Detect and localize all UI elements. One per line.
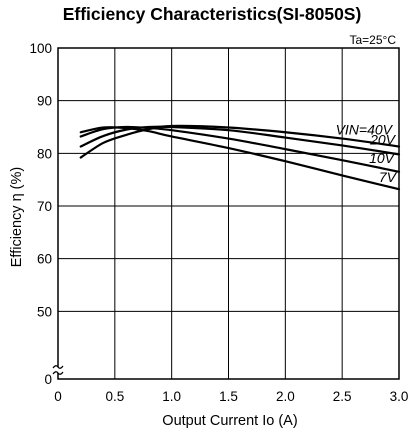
y-tick-label: 70 [37,199,52,214]
series-label: 20V [369,131,397,147]
x-tick-label: 3.0 [390,389,409,404]
x-tick-label: 0.5 [105,389,124,404]
y-axis-label: Efficiency η (%) [9,167,25,267]
series-curves [79,124,401,191]
chart-title: Efficiency Characteristics(SI-8050S) [63,4,362,24]
x-axis-label: Output Current Io (A) [162,413,297,429]
series-label: 7V [379,169,398,185]
axis-break-marker [52,365,64,375]
grid [58,48,399,379]
y-tick-label: 80 [37,146,52,161]
series-label: 10V [369,150,396,166]
x-tick-label: 1.5 [219,389,238,404]
y-tick-label: 100 [29,41,52,56]
y-tick-label: 60 [37,252,52,267]
axis-break-stroke [52,371,64,375]
y-tick-label: 0 [44,372,52,387]
temperature-condition: Ta=25°C [350,33,397,47]
plot-frame [57,47,400,380]
x-tick-label: 1.0 [162,389,181,404]
x-tick-label: 2.5 [333,389,352,404]
x-tick-label: 2.0 [276,389,295,404]
axis-break-gap [53,367,63,373]
x-tick-label: 0 [54,389,62,404]
axis-break-stroke [52,365,64,369]
series-line [79,125,401,156]
series-line [79,126,401,191]
tick-labels: 0 0.5 1.0 1.5 2.0 2.5 3.0 0 50 60 70 80 90 100 [29,41,408,404]
y-tick-label: 50 [37,304,52,319]
series-label: VIN=40V [336,121,394,137]
y-tick-label: 90 [37,94,52,109]
